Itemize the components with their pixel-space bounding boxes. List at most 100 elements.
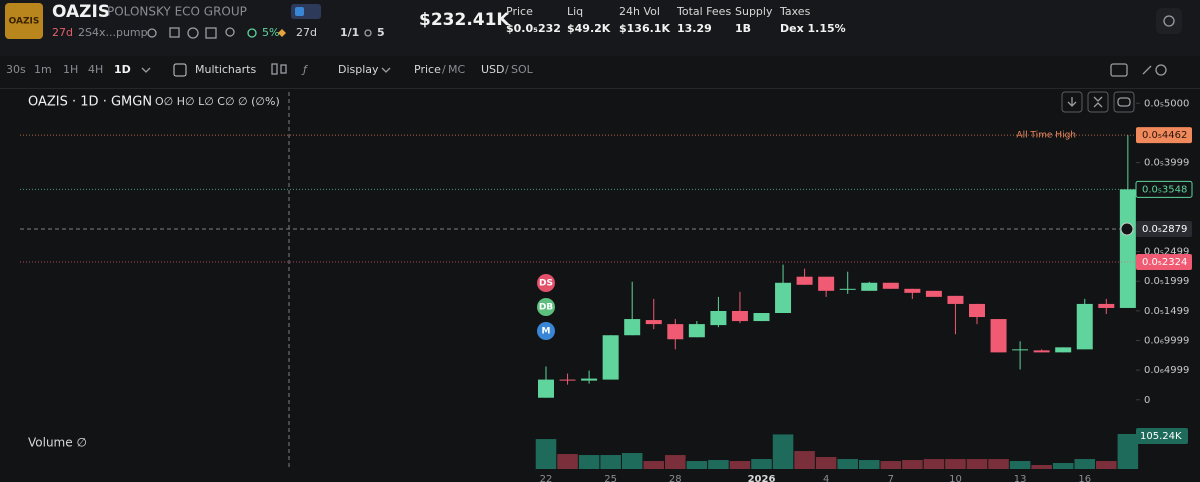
x-tick-label: 7 [888,474,894,482]
interval[interactable]: 4H [88,63,103,76]
candle-body [1076,303,1093,350]
stats: Price $0.0₅232 Liq $49.2K 24h Vol $136.1K Tota… [506,5,846,35]
candle-body [1055,347,1072,353]
candle-body [731,310,748,322]
price-tag [1136,127,1192,144]
candle-body [710,310,727,326]
ticker: OAZIS [52,2,110,22]
volume-bar [1117,434,1139,469]
volume-bar [923,459,945,469]
candle-body [538,379,554,398]
marker[interactable] [537,274,555,292]
interval[interactable]: 1H [63,63,78,76]
volume-bar [751,459,772,469]
volume-bar [1074,459,1096,469]
interval[interactable]: 1m [34,63,52,76]
candle-body [990,319,1007,353]
chart-bg [0,88,1200,482]
candle-body [904,288,921,293]
x-tick-label: 4 [823,474,829,482]
ohlc-legend: O∅ H∅ L∅ C∅ ∅ (∅%) [155,95,280,108]
volume-bar [557,454,578,469]
volume-bar [729,461,751,469]
y-tick-label: 0.0₆9999 [1144,335,1189,346]
volume-bar [621,453,643,469]
interval[interactable]: 30s [6,63,26,76]
x-tick-label: 10 [949,474,962,482]
volume-bar [578,455,600,469]
volume-bar [643,461,665,469]
price-tag [1135,180,1193,198]
y-tick-label: 0.0₅2499 [1144,247,1189,258]
header-bg [0,0,1200,56]
multicharts[interactable]: Multicharts [195,63,256,76]
market-cap: $232.41K [419,10,510,30]
marker-label: DB [539,303,553,313]
interval[interactable]: 1D [114,63,131,76]
candle-body [969,303,985,318]
stat-label: 24h Vol [619,5,660,18]
candle-body [861,282,878,291]
crosshair-add[interactable] [1120,222,1134,236]
y-tick-label: 0 [1144,395,1150,406]
volume-bar [902,460,923,469]
volume-bar [1052,463,1074,469]
checkbox[interactable] [173,63,187,77]
logo-text: OAZIS [9,17,40,27]
candle-body [1033,350,1050,353]
volume-bar [988,459,1009,469]
age2: 27d [296,26,317,39]
logo[interactable] [5,3,43,39]
price-note: All Time High [1016,131,1076,141]
candle-body [624,319,641,336]
stat-label: Total Fees [676,5,731,18]
header-icons [147,4,1182,39]
stat-value: $0.0₅232 [506,22,561,35]
y-tick-label: 0.0₅1499 [1144,306,1189,317]
price-tag [1136,221,1192,238]
stat-value: $49.2K [567,22,611,35]
volume-legend: Volume ∅ [28,436,87,450]
candle-body [581,378,598,381]
candle-body [1012,349,1029,351]
candle-body [559,379,576,381]
volume-bar [794,451,815,469]
marker[interactable] [537,298,555,316]
plot: 0.0₅5000 0.0₅3999 0.0₅2499 0.0₅1999 0.0₅1499… [20,98,1193,482]
marker-label: M [542,327,551,337]
price-toggle[interactable]: Price [414,63,441,76]
marker[interactable] [537,322,555,340]
sol-toggle[interactable]: SOL [511,63,534,76]
x-tick-label: 28 [669,474,682,482]
mc-toggle[interactable]: MC [448,63,465,76]
top10: 5% [262,26,279,39]
price-tag-label: 0.0₅4462 [1142,130,1187,141]
price-tag [1136,253,1192,270]
display[interactable]: Display [338,63,379,76]
volume-tag [1136,428,1188,444]
volume-bar [665,455,686,469]
stat-value: 13.29 [677,22,712,35]
token-name: POLONSKY ECO GROUP [107,5,247,19]
usd-toggle[interactable]: USD [481,63,505,76]
stat-label: Taxes [779,5,811,18]
volume-bar [815,457,837,469]
y-tick-label: 0.0₅5000 [1144,98,1189,109]
address: 2S4x...pump [78,26,148,39]
volume-bar [1031,465,1052,469]
candle-body [688,324,705,338]
volume-bar [600,455,621,469]
volume-bar [535,439,557,469]
volume-bar [837,459,858,469]
stat-label: Liq [567,5,583,18]
candle-body [882,282,899,289]
candle-body [818,276,835,291]
chart-title: OAZIS · 1D · GMGN [28,95,152,110]
stat-value: 1B [735,22,751,35]
candle-body [753,313,770,322]
x-tick-label: 2026 [748,474,776,482]
candle-body [947,295,964,304]
marker-label: DS [539,279,553,289]
stat-label: Price [506,5,533,18]
